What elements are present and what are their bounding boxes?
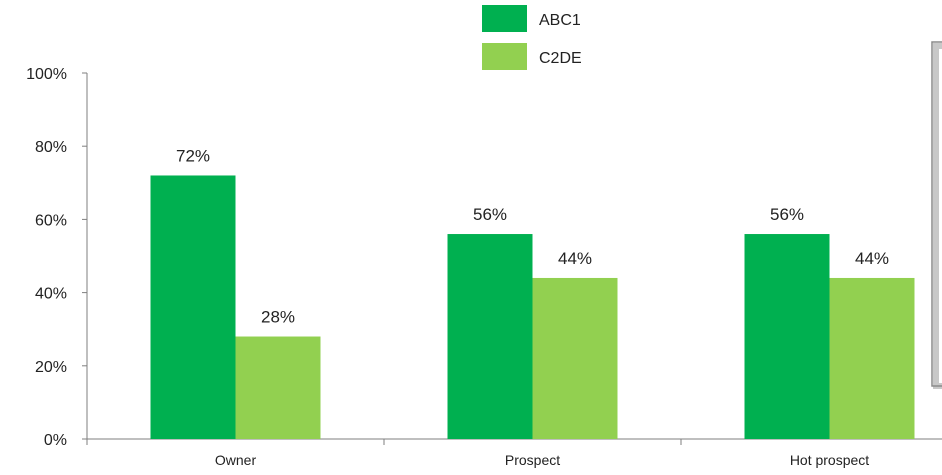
y-tick-label: 40%: [35, 286, 67, 303]
x-tick-label: Prospect: [505, 452, 560, 468]
bar-c2de: [829, 277, 915, 439]
data-label: 72%: [176, 146, 210, 165]
y-tick-label: 20%: [35, 359, 67, 376]
bars-group: [150, 175, 915, 440]
bar-abc1: [447, 234, 533, 439]
y-tick-label: 60%: [35, 212, 67, 229]
y-tick-label: 0%: [44, 432, 67, 449]
bar-c2de: [235, 336, 321, 439]
legend: ABC1 C2DE: [482, 5, 582, 70]
y-tick-label: 80%: [35, 139, 67, 156]
data-label: 56%: [770, 205, 804, 224]
data-label: 28%: [261, 308, 295, 327]
x-tick-label: Owner: [215, 452, 257, 468]
x-tick-label: Hot prospect: [790, 452, 869, 468]
side-panel-frame: [931, 41, 942, 389]
bar-c2de: [532, 277, 618, 439]
bar-abc1: [150, 175, 236, 440]
data-label: 44%: [558, 249, 592, 268]
legend-swatch-c2de: [482, 43, 527, 70]
data-label: 56%: [473, 205, 507, 224]
data-label: 44%: [855, 249, 889, 268]
legend-label-abc1: ABC1: [539, 12, 581, 29]
legend-swatch-abc1: [482, 5, 527, 32]
legend-label-c2de: C2DE: [539, 50, 582, 67]
data-labels-group: 72% 28% 56% 44% 56% 44%: [176, 146, 889, 326]
y-tick-label: 100%: [26, 66, 67, 83]
bar-abc1: [744, 234, 830, 439]
